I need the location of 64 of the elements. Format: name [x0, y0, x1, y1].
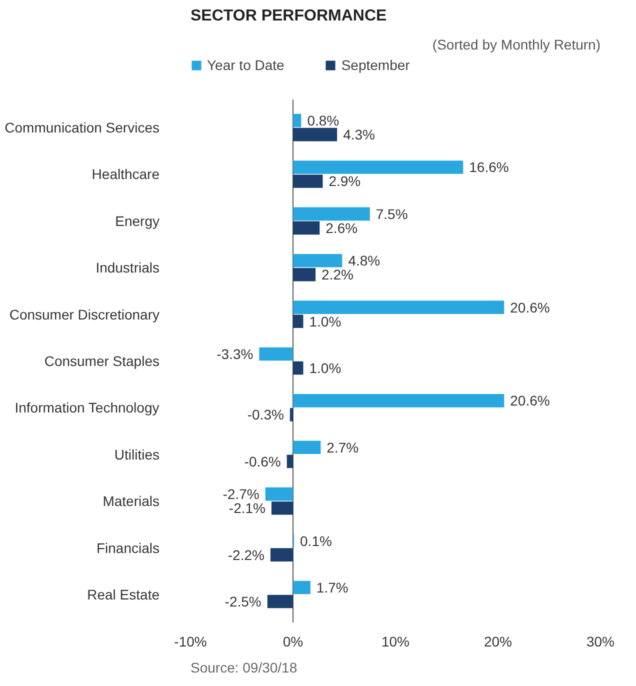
- data-label: -2.1%: [228, 500, 266, 516]
- bar: [293, 580, 310, 594]
- bar: [293, 394, 504, 408]
- data-label: 2.7%: [326, 439, 359, 456]
- x-tick-label: 30%: [586, 634, 615, 650]
- bar: [293, 268, 316, 282]
- data-label: -0.6%: [244, 453, 281, 470]
- bar: [265, 487, 293, 501]
- y-tick-label: Communication Services: [4, 120, 160, 136]
- data-label: 20.6%: [510, 392, 550, 409]
- bar: [293, 254, 342, 268]
- x-tick-label: 20%: [484, 634, 512, 650]
- bar: [293, 207, 370, 221]
- y-tick-label: Financials: [96, 540, 160, 556]
- data-label: 1.7%: [316, 579, 348, 596]
- data-label: -0.3%: [247, 406, 284, 423]
- chart-subtitle: (Sorted by Monthly Return): [432, 36, 601, 52]
- data-label: 2.9%: [328, 173, 361, 190]
- data-label: -3.3%: [216, 346, 254, 362]
- bar: [270, 548, 293, 562]
- data-label: 4.8%: [348, 252, 380, 269]
- legend-label: September: [341, 57, 410, 73]
- bar: [293, 160, 464, 174]
- y-tick-label: Materials: [102, 493, 160, 510]
- data-label: 7.5%: [376, 206, 408, 222]
- x-tick-label: 0%: [282, 634, 304, 650]
- data-label: 1.0%: [309, 313, 342, 330]
- bar: [293, 221, 320, 235]
- x-tick-label: 10%: [381, 634, 410, 650]
- data-label: 20.6%: [510, 299, 550, 316]
- chart-title: SECTOR PERFORMANCE: [190, 8, 387, 24]
- data-label: 0.1%: [300, 532, 332, 549]
- bar: [290, 408, 293, 422]
- x-tick-label: -10%: [174, 634, 207, 650]
- bar: [259, 347, 293, 361]
- data-label: -2.2%: [228, 546, 264, 563]
- data-label: 1.0%: [309, 360, 342, 376]
- bar: [293, 361, 304, 375]
- y-tick-label: Information Technology: [14, 400, 160, 416]
- y-tick-label: Utilities: [114, 446, 160, 462]
- bar: [293, 174, 323, 188]
- legend-label: Year to Date: [207, 57, 284, 73]
- bar: [293, 440, 321, 454]
- bar: [271, 501, 293, 515]
- bar: [293, 300, 504, 314]
- bar: [293, 114, 302, 128]
- data-label: -2.7%: [222, 486, 260, 502]
- data-label: 0.8%: [307, 112, 340, 129]
- data-label: 4.3%: [343, 126, 375, 143]
- data-label: -2.5%: [224, 593, 262, 610]
- y-tick-label: Real Estate: [87, 586, 160, 602]
- data-label: 16.6%: [469, 159, 509, 176]
- y-tick-label: Energy: [115, 212, 160, 229]
- data-label: 2.2%: [322, 266, 354, 283]
- y-tick-label: Healthcare: [92, 166, 160, 182]
- source-note: Source: 09/30/18: [190, 660, 298, 676]
- data-label: 2.6%: [326, 220, 358, 236]
- bar: [267, 594, 293, 608]
- bar: [293, 128, 338, 142]
- y-tick-label: Consumer Staples: [44, 353, 160, 370]
- bar: [286, 454, 293, 468]
- y-tick-label: Consumer Discretionary: [9, 306, 160, 322]
- y-tick-label: Industrials: [96, 260, 160, 276]
- bar: [293, 314, 304, 328]
